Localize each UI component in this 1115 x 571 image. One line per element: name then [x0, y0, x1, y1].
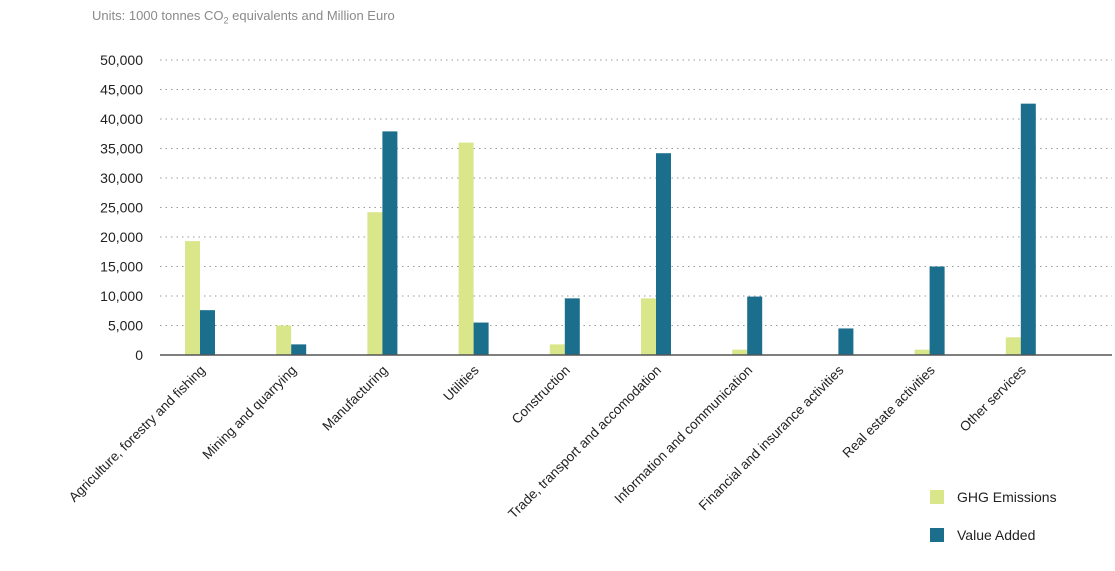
y-tick-label: 35,000: [100, 141, 143, 157]
x-tick-label: Manufacturing: [319, 363, 390, 434]
x-tick-label: Construction: [509, 363, 573, 427]
x-tick-label: Utilities: [440, 362, 482, 404]
bar-value-added: [838, 328, 854, 355]
legend-swatch-ghg-emissions: [930, 490, 944, 504]
legend-label: Value Added: [957, 527, 1035, 543]
y-tick-label: 5,000: [108, 318, 143, 334]
y-axis-ticks: 0 5,000 10,000 15,000 20,000 25,000 30,000 35,0…: [100, 52, 143, 363]
bar-value-added: [656, 153, 671, 355]
bar-ghg-emissions: [914, 349, 930, 355]
bar-ghg-emissions: [1005, 337, 1021, 355]
x-tick-label: Other services: [957, 362, 1029, 434]
y-tick-label: 45,000: [100, 82, 143, 98]
bar-value-added: [747, 296, 763, 355]
x-tick-label: Financial and insurance activities: [696, 362, 847, 513]
bar-value-added: [1020, 103, 1036, 355]
y-tick-label: 0: [135, 347, 143, 363]
bar-value-added: [382, 131, 398, 355]
bar-value-added: [564, 298, 580, 355]
y-tick-label: 25,000: [100, 200, 143, 216]
gridlines: [160, 59, 1112, 326]
x-axis-ticks: Agriculture, forestry and fishingMining …: [66, 362, 1029, 521]
y-tick-label: 50,000: [100, 52, 143, 68]
bar-ghg-emissions: [458, 142, 474, 355]
y-tick-label: 40,000: [100, 111, 143, 127]
bar-value-added: [200, 310, 215, 355]
bar-value-added: [473, 322, 489, 355]
bar-ghg-emissions: [641, 298, 656, 355]
bar-ghg-emissions: [276, 325, 292, 355]
y-tick-label: 30,000: [100, 170, 143, 186]
bar-ghg-emissions: [367, 212, 383, 355]
x-tick-label: Trade, transport and accomodation: [505, 363, 664, 522]
legend-swatch-value-added: [930, 528, 944, 542]
x-tick-label: Mining and quarrying: [200, 363, 300, 463]
units-note: Units: 1000 tonnes CO2 equivalents and M…: [92, 8, 395, 26]
bar-ghg-emissions: [732, 349, 748, 355]
y-tick-label: 15,000: [100, 259, 143, 275]
bars: [185, 103, 1036, 355]
y-tick-label: 10,000: [100, 288, 143, 304]
bar-ghg-emissions: [185, 241, 200, 355]
bar-value-added: [291, 344, 307, 355]
legend: GHG Emissions Value Added: [930, 489, 1057, 543]
y-tick-label: 20,000: [100, 229, 143, 245]
x-tick-label: Real estate activities: [840, 362, 938, 460]
bar-value-added: [929, 266, 945, 355]
x-tick-label: Agriculture, forestry and fishing: [66, 363, 208, 505]
legend-label: GHG Emissions: [957, 489, 1057, 505]
bar-ghg-emissions: [549, 344, 565, 355]
